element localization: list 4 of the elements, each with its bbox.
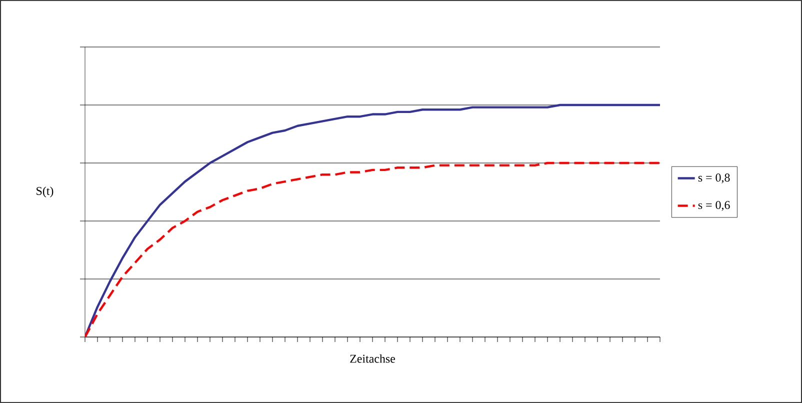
legend-label: s = 0,6: [698, 200, 730, 211]
y-axis-title: S(t): [36, 186, 54, 198]
x-axis-title: Zeitachse: [350, 354, 395, 363]
legend-label: s = 0,8: [698, 174, 730, 184]
